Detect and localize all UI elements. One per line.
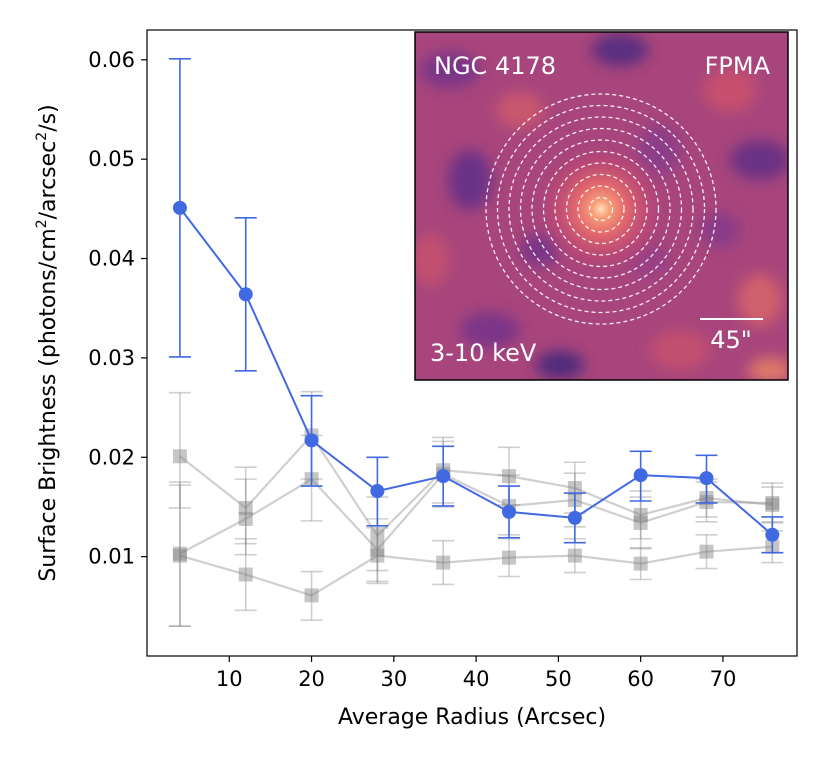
- data-point: [502, 504, 517, 519]
- x-tick-label: 10: [216, 667, 243, 691]
- data-point: [567, 548, 582, 563]
- y-tick-label: 0.06: [88, 48, 135, 72]
- data-point: [502, 550, 517, 565]
- data-point: [765, 497, 780, 512]
- data-point: [304, 433, 319, 448]
- y-tick-label: 0.04: [88, 247, 135, 271]
- annulus-ring: [542, 150, 660, 268]
- series-background-3: [168, 484, 784, 627]
- data-point: [172, 546, 187, 561]
- data-point: [436, 555, 451, 570]
- x-tick-label: 20: [298, 667, 325, 691]
- x-tick-label: 30: [380, 667, 407, 691]
- annulus-ring: [496, 104, 706, 314]
- annulus-ring: [554, 162, 648, 256]
- inset-annuli: [485, 93, 717, 325]
- x-tick-label: 40: [463, 667, 490, 691]
- annulus-ring: [485, 93, 717, 325]
- axes-layer: 10 20 30 40 50 60 70 0.01 0.02 0.03 0.04 0.05 0.06: [88, 48, 736, 691]
- data-point: [633, 556, 648, 571]
- annulus-ring: [519, 127, 683, 291]
- data-point: [172, 200, 187, 215]
- inset-frame: [414, 31, 789, 381]
- series-line: [179, 472, 773, 555]
- annulus-ring: [531, 139, 671, 279]
- x-axis-label: Average Radius (Arcsec): [338, 705, 606, 730]
- data-point: [633, 515, 648, 530]
- data-point: [699, 544, 714, 559]
- data-point: [633, 507, 648, 522]
- series-layer: [168, 58, 784, 627]
- y-tick-label: 0.01: [88, 545, 135, 569]
- y-tick-label: 0.02: [88, 445, 135, 469]
- x-tick-label: 70: [710, 667, 737, 691]
- data-point: [238, 567, 253, 582]
- plot-frame: [146, 29, 798, 657]
- y-tick-label: 0.03: [88, 346, 135, 370]
- data-point: [502, 469, 517, 484]
- data-point: [765, 527, 780, 542]
- x-tick-label: 60: [627, 667, 654, 691]
- data-point: [370, 528, 385, 543]
- inset-instrument-label: FPMA: [705, 52, 771, 80]
- series-background-1: [168, 390, 784, 572]
- series-line: [179, 207, 773, 536]
- data-point: [699, 471, 714, 486]
- data-point: [238, 500, 253, 515]
- y-axis-label: Surface Brightness (photons/cm2/arcsec2/…: [34, 104, 61, 581]
- data-point: [304, 588, 319, 603]
- series-line: [179, 433, 773, 538]
- data-point: [370, 484, 385, 499]
- series-background-2: [168, 434, 784, 627]
- data-point: [370, 542, 385, 557]
- annulus-ring: [508, 116, 694, 302]
- inset-source-glow: [531, 139, 671, 279]
- series-source: [168, 58, 784, 554]
- data-point: [172, 548, 187, 563]
- inset-image: NGC 4178 FPMA 3-10 keV 45": [414, 31, 789, 381]
- data-point: [765, 495, 780, 510]
- data-point: [567, 481, 582, 496]
- data-point: [370, 548, 385, 563]
- inset-object-label: NGC 4178: [434, 52, 556, 80]
- inset-scale-label: 45": [710, 326, 752, 354]
- data-point: [567, 510, 582, 525]
- data-point: [238, 287, 253, 302]
- annulus-ring: [588, 196, 614, 222]
- inset-energy-label: 3-10 keV: [430, 339, 537, 367]
- annulus-ring: [577, 185, 625, 233]
- x-tick-label: 50: [545, 667, 572, 691]
- y-tick-label: 0.05: [88, 147, 135, 171]
- inset-noise: [415, 34, 788, 380]
- data-point: [172, 449, 187, 464]
- data-point: [238, 511, 253, 526]
- data-point: [633, 468, 648, 483]
- annulus-ring: [565, 173, 637, 245]
- series-line: [179, 545, 773, 597]
- data-point: [436, 469, 451, 484]
